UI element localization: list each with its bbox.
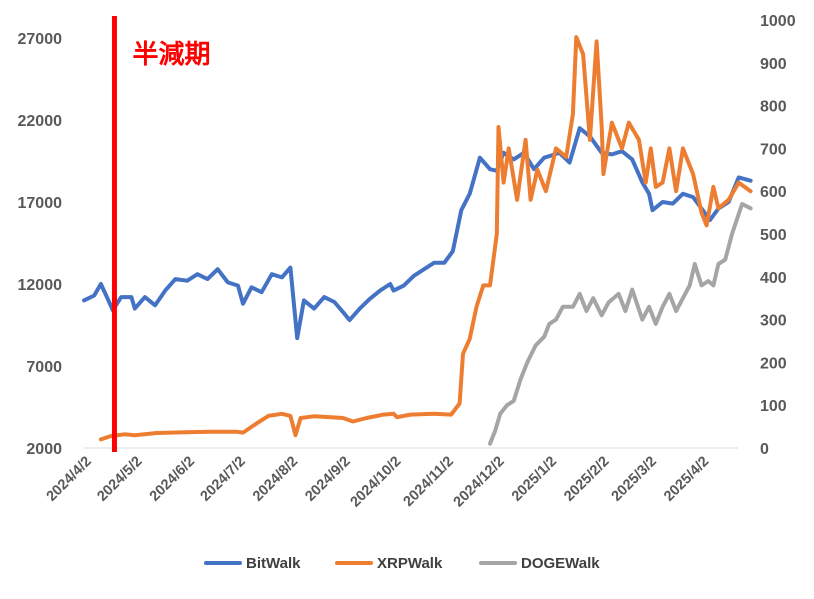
right-axis-tick-label: 1000: [760, 13, 796, 30]
right-axis-tick-label: 700: [760, 141, 787, 158]
series-line-bitwalk: [82, 126, 753, 341]
legend-label: XRPWalk: [377, 555, 443, 572]
right-axis-tick-label: 400: [760, 270, 787, 287]
legend-item-xrpwalk: XRPWalk: [335, 555, 443, 572]
plot-area: [82, 35, 753, 446]
right-axis-tick-label: 0: [760, 441, 769, 458]
right-axis-tick-label: 200: [760, 355, 787, 372]
left-y-axis: 2000 7000 12000 17000 22000 27000: [18, 31, 63, 458]
left-axis-tick-label: 7000: [26, 359, 62, 376]
left-axis-tick-label: 27000: [18, 31, 63, 48]
right-axis-tick-label: 800: [760, 99, 787, 116]
series-line-xrpwalk: [98, 35, 753, 442]
right-axis-tick-label: 300: [760, 313, 787, 330]
legend-label: BitWalk: [246, 555, 301, 572]
halving-annotation: 半減期: [111, 16, 210, 452]
halving-label: 半減期: [132, 39, 210, 69]
left-axis-tick-label: 2000: [26, 441, 62, 458]
legend-label: DOGEWalk: [521, 555, 600, 572]
right-axis-tick-label: 600: [760, 184, 787, 201]
right-y-axis: 0 100 200 300 400 500 600 700 800 900 1000: [760, 13, 796, 458]
left-axis-tick-label: 12000: [18, 277, 63, 294]
legend: BitWalk XRPWalk DOGEWalk: [204, 555, 600, 572]
legend-item-dogewalk: DOGEWalk: [479, 555, 600, 572]
series-line-dogewalk: [488, 202, 753, 446]
legend-item-bitwalk: BitWalk: [204, 555, 301, 572]
left-axis-tick-label: 17000: [18, 195, 63, 212]
right-axis-tick-label: 900: [760, 56, 787, 73]
left-axis-tick-label: 22000: [18, 113, 63, 130]
right-axis-tick-label: 500: [760, 227, 787, 244]
right-axis-tick-label: 100: [760, 398, 787, 415]
